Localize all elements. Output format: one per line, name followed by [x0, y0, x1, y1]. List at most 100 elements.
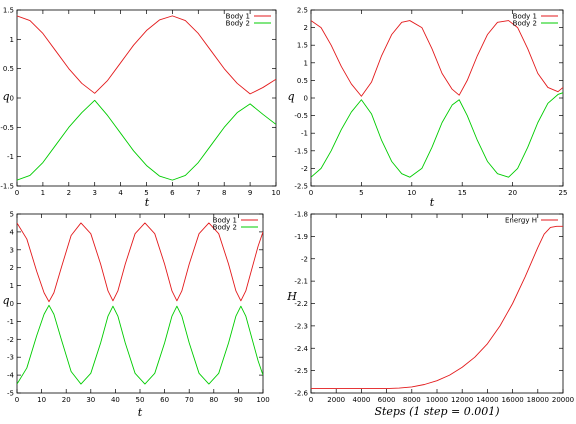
y-tick-label: -1.9 — [294, 233, 308, 241]
y-axis-label: H — [286, 290, 297, 303]
x-tick-label: 25 — [559, 189, 568, 197]
y-tick-label: 3 — [10, 246, 14, 254]
y-tick-label: 1 — [304, 59, 308, 67]
y-tick-label: 2.5 — [297, 7, 308, 15]
x-tick-label: 16000 — [501, 396, 523, 404]
y-tick-label: 0.5 — [297, 77, 308, 85]
y-tick-label: -3 — [7, 354, 14, 362]
chart-panel-2: 0 5 10 15 20 25 -2.5 -2 -1.5 -1 -0.5 0 0.5 1 1.5 2 2.5 t q… — [287, 7, 567, 210]
x-tick-label: 20 — [508, 189, 517, 197]
x-tick-label: 60 — [160, 396, 169, 404]
y-tick-label: -2 — [301, 165, 308, 173]
y-axis-label: q — [2, 90, 9, 103]
y-tick-label: -1.8 — [294, 211, 308, 219]
y-tick-label: -2.6 — [294, 390, 308, 398]
x-tick-label: 3 — [92, 189, 96, 197]
y-tick-label: 0 — [10, 300, 14, 308]
x-tick-label: 8000 — [403, 396, 421, 404]
y-axis-label: q — [287, 90, 294, 103]
legend-label: Body 1 — [513, 13, 537, 21]
series-line-body-1 — [17, 222, 263, 303]
y-axis-label: q — [2, 294, 9, 307]
series-line-body-2 — [17, 99, 276, 181]
series-line-body-2 — [17, 304, 263, 385]
x-tick-label: 12000 — [451, 396, 473, 404]
x-tick-label: 80 — [209, 396, 218, 404]
y-tick-label: 1.5 — [3, 7, 14, 15]
y-tick-label: -1.5 — [294, 147, 308, 155]
y-tick-label: 0 — [304, 95, 308, 103]
plot-frame — [16, 9, 277, 187]
x-tick-label: 5 — [144, 189, 148, 197]
y-tick-label: 1 — [10, 282, 14, 290]
x-tick-label: 50 — [136, 396, 145, 404]
plot-frame — [310, 213, 564, 394]
x-tick-label: 20 — [62, 396, 71, 404]
x-axis-label: Steps (1 step = 0.001) — [374, 405, 499, 418]
series-line-energy-h — [311, 225, 563, 389]
y-tick-label: -1 — [301, 130, 308, 138]
x-axis-label: t — [145, 196, 150, 209]
x-tick-label: 4000 — [352, 396, 370, 404]
x-tick-label: 90 — [234, 396, 243, 404]
series-line-body-1 — [311, 20, 563, 97]
y-tick-label: 0 — [10, 95, 14, 103]
series-line-body-1 — [17, 15, 276, 95]
x-tick-label: 40 — [111, 396, 120, 404]
legend-label: Energy H — [505, 217, 537, 225]
y-tick-label: 5 — [10, 211, 14, 219]
y-tick-label: 1.5 — [297, 42, 308, 50]
y-tick-label: 2 — [304, 24, 308, 32]
x-tick-label: 10000 — [426, 396, 448, 404]
x-tick-label: 20000 — [552, 396, 574, 404]
x-tick-label: 10 — [407, 189, 416, 197]
legend-label: Body 1 — [213, 217, 237, 225]
x-tick-label: 4 — [118, 189, 123, 197]
y-tick-label: -2.5 — [294, 367, 308, 375]
y-tick-label: -2.4 — [294, 345, 308, 353]
legend-label: Body 2 — [213, 224, 237, 232]
x-tick-label: 7 — [196, 189, 200, 197]
x-tick-label: 9 — [248, 189, 252, 197]
x-axis-label: t — [138, 406, 143, 419]
x-tick-label: 14000 — [476, 396, 498, 404]
y-tick-label: -0.5 — [294, 112, 308, 120]
x-tick-label: 15 — [458, 189, 467, 197]
x-tick-label: 2000 — [327, 396, 345, 404]
x-tick-label: 1 — [41, 189, 45, 197]
legend-label: Body 2 — [513, 20, 537, 28]
y-tick-label: -2.2 — [294, 300, 308, 308]
y-tick-label: -2 — [7, 336, 14, 344]
chart-panel-1: 0 1 2 3 4 5 6 7 8 9 10 -1.5 -1 -0.5 0 0.5 1 1.5 t q Body 1Bo… — [0, 7, 280, 210]
y-tick-label: 4 — [10, 228, 15, 236]
x-tick-label: 30 — [86, 396, 95, 404]
x-tick-label: 70 — [185, 396, 194, 404]
x-tick-label: 5 — [359, 189, 363, 197]
x-tick-label: 0 — [309, 396, 313, 404]
x-tick-label: 2 — [67, 189, 71, 197]
y-tick-label: -2.5 — [294, 183, 308, 191]
x-tick-label: 0 — [309, 189, 313, 197]
y-tick-label: 0.5 — [3, 65, 14, 73]
x-tick-label: 10 — [37, 396, 46, 404]
legend-label: Body 2 — [226, 20, 250, 28]
chart-panel-3: 0 10 20 30 40 50 60 70 80 90 100 -5 -4 -3 -2 -1 0 1 2 3 4 5 t q… — [2, 211, 269, 420]
y-tick-label: -2.3 — [294, 322, 308, 330]
x-tick-label: 100 — [256, 396, 269, 404]
y-tick-label: -1 — [7, 153, 14, 161]
chart-panel-4: 0 2000 4000 6000 8000 10000 12000 14000 16000 180… — [286, 211, 574, 419]
y-tick-label: -2 — [301, 255, 308, 263]
x-axis-label: t — [430, 196, 435, 209]
x-tick-label: 0 — [15, 189, 19, 197]
x-tick-label: 8 — [222, 189, 226, 197]
x-tick-label: 10 — [272, 189, 281, 197]
y-tick-label: -2.1 — [294, 278, 308, 286]
legend-label: Body 1 — [226, 13, 250, 21]
x-tick-label: 6 — [170, 189, 175, 197]
y-tick-label: -4 — [7, 372, 15, 380]
y-tick-label: -0.5 — [0, 124, 14, 132]
y-tick-label: 1 — [10, 36, 14, 44]
x-tick-label: 6000 — [378, 396, 396, 404]
plot-frame — [16, 213, 264, 394]
